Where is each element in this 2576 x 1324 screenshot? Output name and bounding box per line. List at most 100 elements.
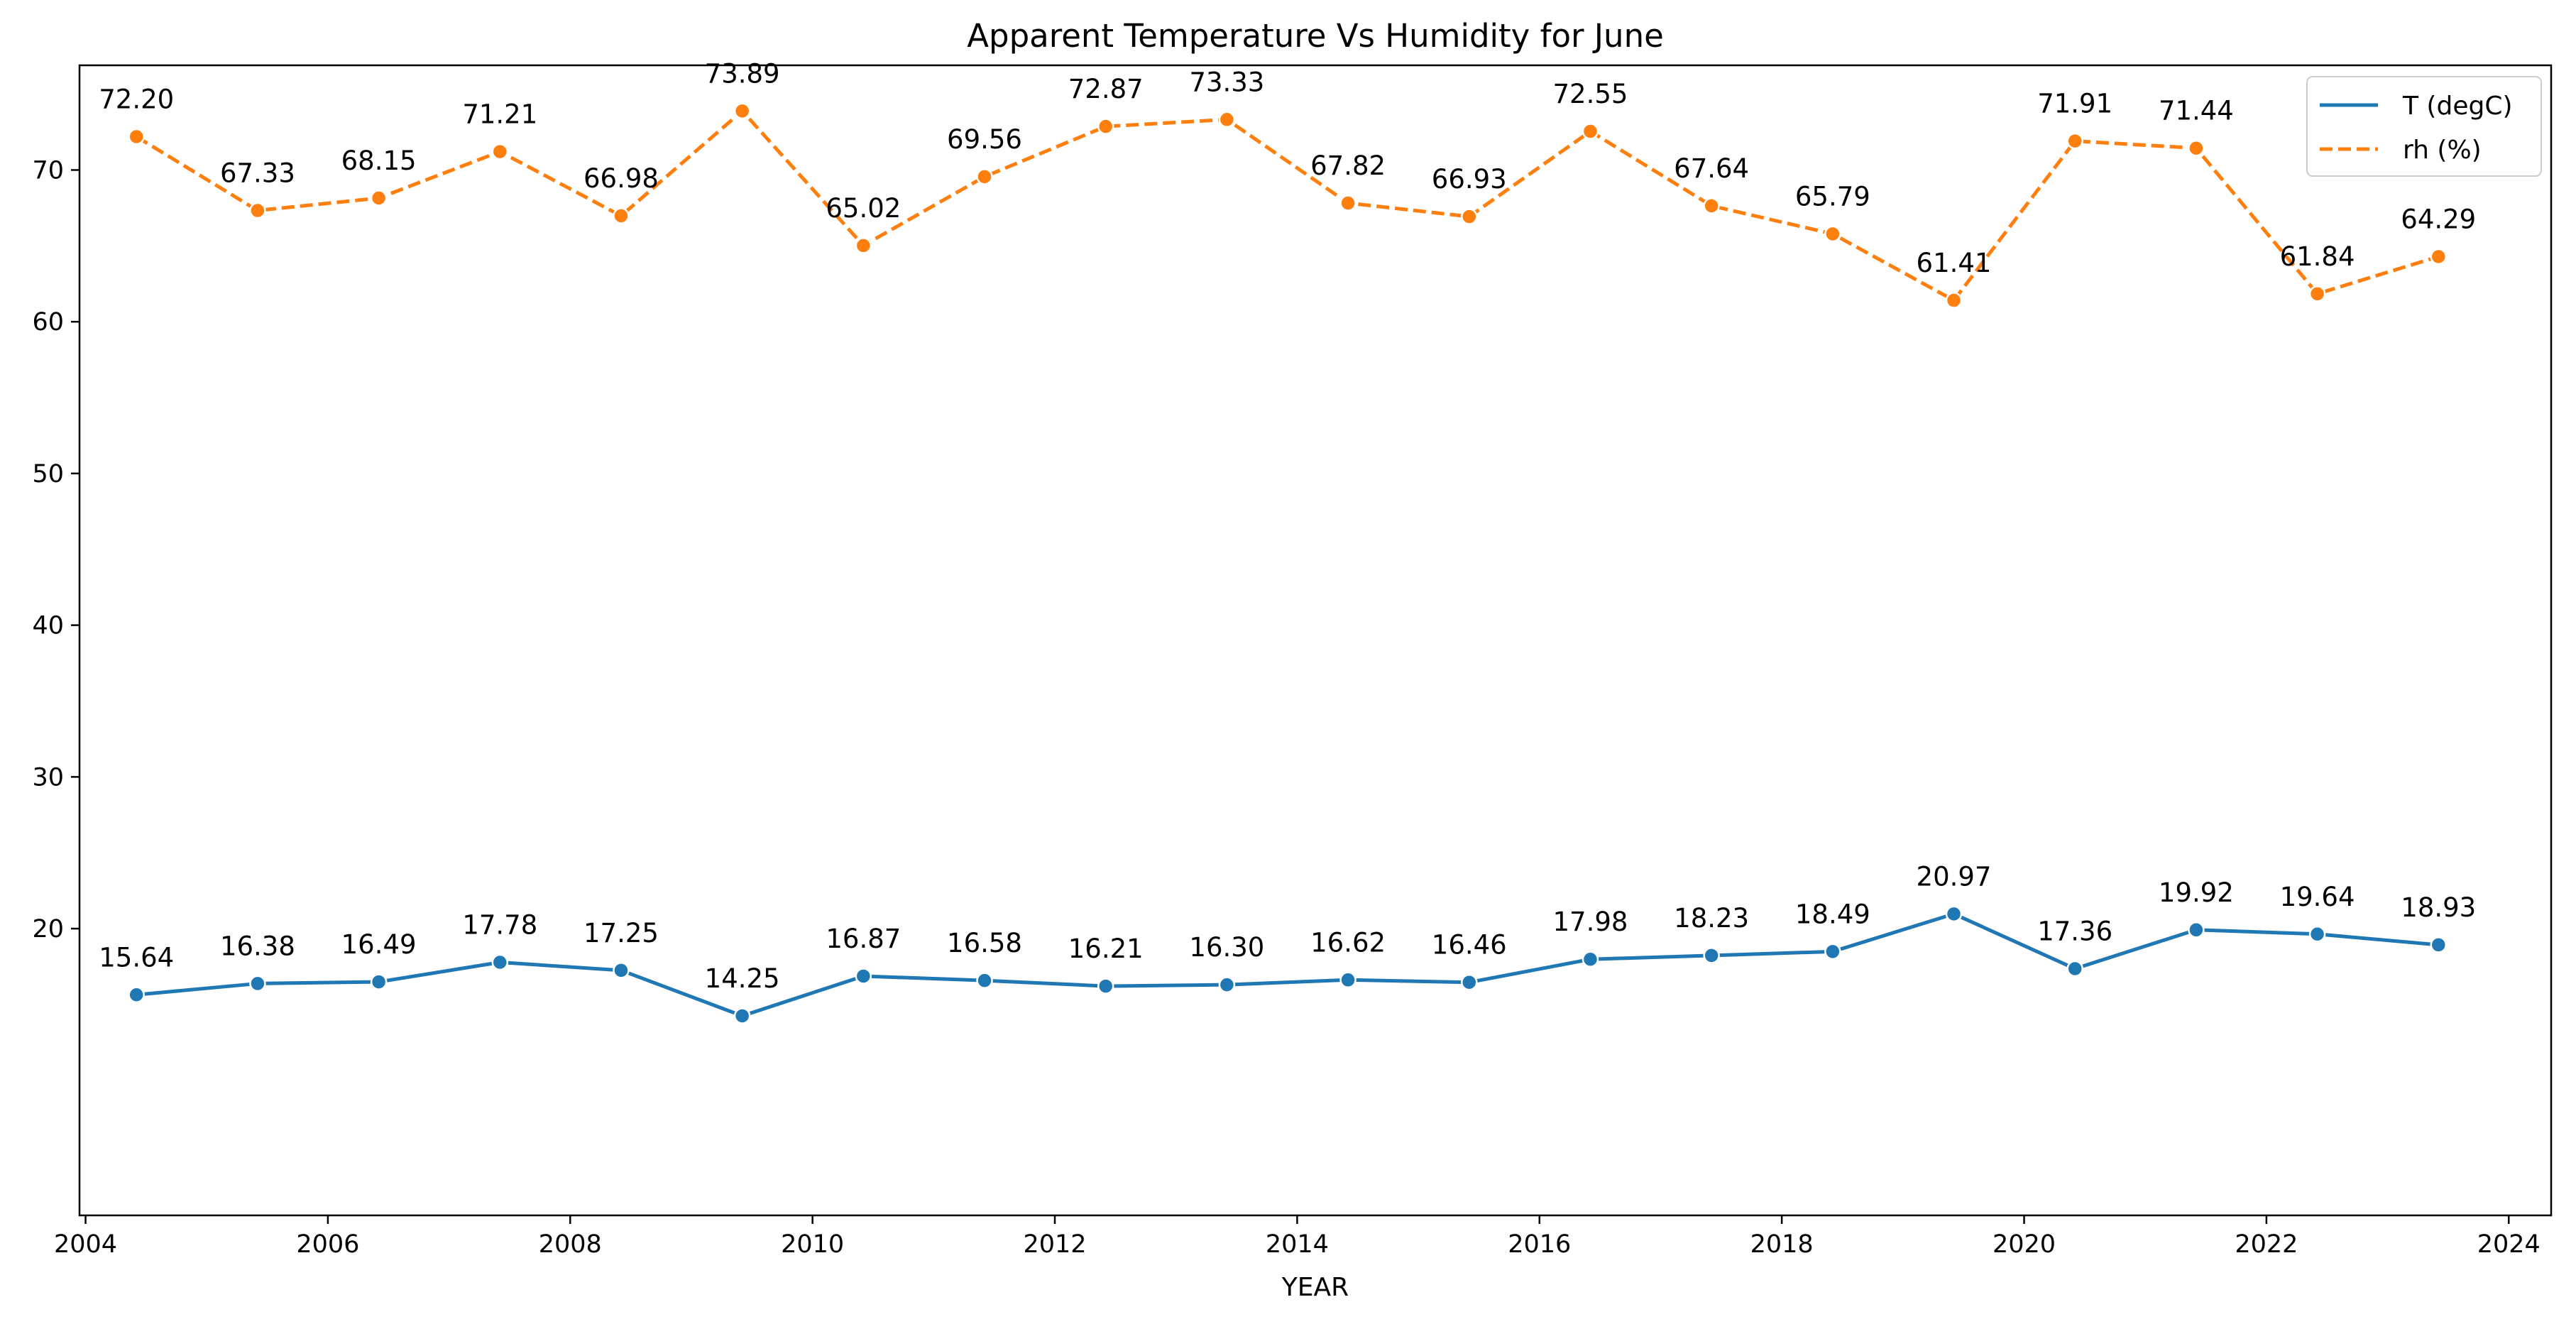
data-label: 16.30 [1189,932,1264,963]
x-tick-label: 2010 [781,1230,844,1259]
data-point [491,953,509,971]
data-label: 17.78 [462,910,537,941]
y-tick-label: 30 [32,763,64,792]
data-point [855,968,872,985]
data-point [1339,971,1356,989]
data-point [976,972,993,989]
data-label: 17.98 [1552,907,1628,937]
data-point [1461,973,1478,991]
data-label: 66.93 [1432,164,1507,195]
series-temperature: 15.64 16.38 16.49 17.78 17.25 14.25 16.87 16.58… [99,861,2476,1024]
data-label: 66.98 [583,163,659,194]
legend: T (degC) rh (%) [2306,76,2542,177]
data-point [370,190,388,207]
data-label: 65.79 [1795,181,1870,212]
data-label: 68.15 [341,146,417,176]
data-point [1218,976,1236,993]
data-label: 17.25 [583,918,659,948]
data-label: 71.21 [462,99,537,130]
data-point [249,975,266,992]
data-label: 14.25 [705,963,780,994]
data-point [1097,118,1114,135]
data-point [2188,139,2205,157]
data-point [2066,132,2083,150]
data-label: 16.62 [1310,927,1386,958]
data-point [1824,225,1841,243]
x-tick-label: 2012 [1023,1230,1086,1259]
data-label: 18.23 [1674,903,1749,934]
data-point [370,973,388,990]
x-axis-label: YEAR [1281,1273,1349,1302]
x-tick-label: 2020 [1993,1230,2056,1259]
data-label: 73.89 [705,58,780,89]
data-point [855,237,872,254]
data-point [128,128,145,146]
data-label: 69.56 [947,124,1022,155]
data-label: 64.29 [2401,204,2476,235]
x-tick-label: 2006 [296,1230,359,1259]
data-point [1824,943,1841,961]
data-label: 72.20 [99,84,174,114]
y-axis: 20 30 40 50 60 70 [32,156,80,943]
data-label: 67.33 [220,158,295,189]
legend-box [2306,76,2542,177]
x-tick-label: 2016 [1508,1230,1571,1259]
y-tick-label: 40 [32,612,64,640]
data-point [2430,248,2448,266]
x-tick-label: 2014 [1266,1230,1329,1259]
data-label: 18.93 [2401,892,2476,923]
y-tick-label: 70 [32,156,64,185]
data-label: 19.64 [2280,882,2355,912]
data-label: 71.44 [2159,96,2234,126]
data-label: 17.36 [2037,916,2112,946]
data-label: 20.97 [1917,861,1992,892]
data-label: 61.41 [1917,248,1992,278]
data-point [613,962,630,979]
series-line [135,109,2439,302]
x-axis: 2004 2006 2008 2010 2012 2014 2016 2018 2020 2022… [54,1215,2541,1259]
plot-frame [78,64,2553,1217]
data-point [976,168,993,185]
data-point [2430,936,2448,953]
data-point [1339,195,1356,212]
chart-title: Apparent Temperature Vs Humidity for Jun… [967,17,1664,55]
y-tick-label: 60 [32,308,64,337]
y-tick-label: 20 [32,915,64,943]
data-label: 65.02 [826,193,901,224]
data-point [733,1007,751,1024]
plot-area: 15.64 16.38 16.49 17.78 17.25 14.25 16.87 16.58… [99,58,2476,1024]
data-point [613,207,630,224]
data-label: 16.21 [1068,934,1144,964]
y-tick-label: 50 [32,460,64,488]
data-point [1582,951,1599,968]
data-point [1703,197,1720,214]
data-label: 72.55 [1552,79,1628,109]
data-point [1945,292,1963,309]
data-label: 15.64 [99,942,174,973]
legend-entry: rh (%) [2403,136,2482,165]
data-point [1582,123,1599,140]
x-tick-label: 2008 [539,1230,602,1259]
data-label: 61.84 [2280,241,2355,272]
series-humidity: 72.20 67.33 68.15 71.21 66.98 73.89 65.02 69.56… [99,58,2476,309]
legend-entry: T (degC) [2402,92,2513,121]
data-point [1461,208,1478,225]
data-label: 16.87 [826,924,901,954]
data-point [1097,978,1114,995]
data-label: 72.87 [1068,74,1144,104]
data-point [2308,926,2326,943]
data-label: 67.64 [1674,153,1749,184]
series-line [136,912,2439,1018]
x-tick-label: 2022 [2235,1230,2298,1259]
data-point [2188,921,2205,939]
data-point [1703,947,1720,964]
data-label: 67.82 [1310,151,1386,181]
data-label: 16.38 [220,931,295,961]
data-point [2308,285,2326,302]
data-label: 16.49 [341,929,417,960]
data-label: 73.33 [1189,67,1264,97]
x-tick-label: 2018 [1750,1230,1814,1259]
data-label: 16.46 [1432,930,1507,961]
